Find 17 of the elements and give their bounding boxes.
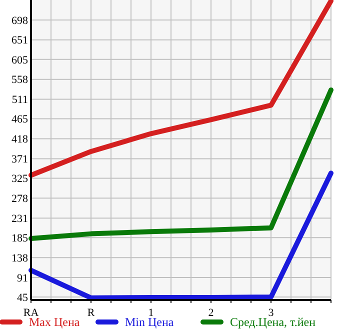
x-tick-label: R — [87, 307, 96, 319]
y-tick-label: 45 — [17, 292, 28, 304]
y-tick-label: 231 — [12, 212, 28, 225]
y-tick-label: 698 — [12, 14, 28, 27]
y-tick-label: 605 — [12, 54, 28, 66]
y-tick-label: 91 — [17, 272, 28, 284]
y-tick-label: 185 — [12, 232, 28, 244]
y-tick-label: 371 — [12, 154, 28, 166]
y-tick-label: 325 — [12, 173, 28, 186]
y-tick-label: 418 — [12, 134, 28, 146]
y-tick-label: 278 — [12, 193, 28, 206]
y-tick-label: 558 — [12, 74, 28, 86]
y-tick-label: 651 — [12, 34, 28, 47]
y-tick-label: 511 — [12, 94, 28, 106]
x-tick-label: 2 — [208, 307, 214, 319]
y-tick-label: 465 — [12, 114, 28, 126]
y-tick-label: 138 — [12, 252, 28, 264]
